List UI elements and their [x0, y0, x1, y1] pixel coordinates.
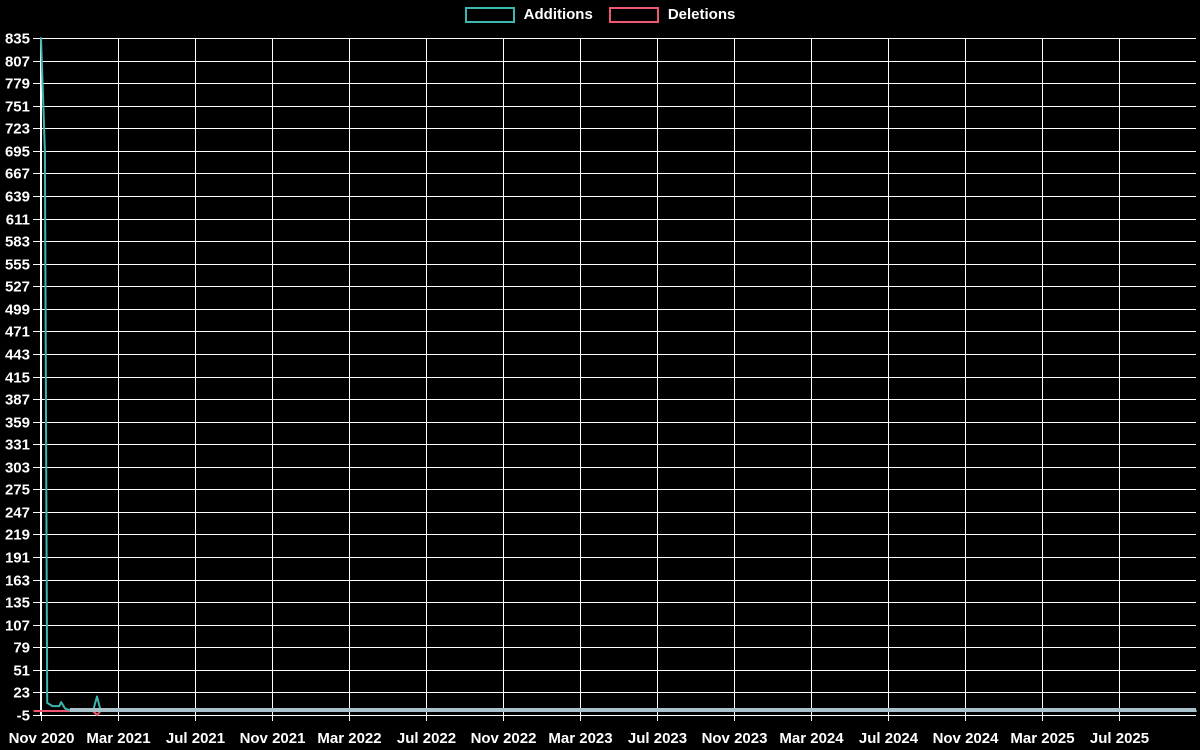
y-axis-label: 443	[5, 347, 30, 364]
y-axis-label: 611	[6, 212, 30, 229]
x-axis-label: Mar 2025	[1010, 730, 1074, 747]
x-axis-label: Jul 2022	[397, 730, 456, 747]
legend-label-deletions: Deletions	[667, 6, 736, 23]
x-axis-label: Mar 2022	[317, 730, 381, 747]
x-axis-label: Nov 2023	[702, 730, 768, 747]
y-axis-label: 303	[5, 460, 30, 477]
y-axis-label: 359	[5, 415, 30, 432]
x-axis-label: Mar 2023	[548, 730, 612, 747]
x-axis-label: Nov 2022	[471, 730, 537, 747]
x-axis-label: Nov 2020	[9, 730, 75, 747]
y-axis-label: 639	[5, 189, 30, 206]
y-axis-label: 387	[5, 392, 30, 409]
y-axis-label: 667	[5, 166, 30, 183]
y-axis-label: 79	[13, 640, 30, 657]
y-axis-label: 275	[5, 482, 30, 499]
x-axis-label: Jul 2023	[628, 730, 687, 747]
y-axis-label: 107	[5, 618, 30, 635]
x-axis-label: Nov 2024	[933, 730, 1000, 747]
legend-label-additions: Additions	[523, 6, 593, 23]
x-axis-label: Mar 2021	[86, 730, 150, 747]
x-axis-label: Nov 2021	[240, 730, 306, 747]
y-axis-label: 415	[5, 370, 30, 387]
x-axis-label: Mar 2024	[779, 730, 844, 747]
y-axis-label: 51	[13, 663, 30, 680]
legend-item-deletions[interactable]: Deletions	[608, 6, 736, 24]
x-axis-label: Jul 2021	[166, 730, 225, 747]
y-axis-label: -5	[17, 708, 30, 725]
y-axis-label: 723	[5, 121, 30, 138]
y-axis-label: 779	[5, 76, 30, 93]
y-axis-label: 247	[5, 505, 30, 522]
y-axis-label: 219	[5, 527, 30, 544]
y-axis-label: 191	[5, 550, 30, 567]
y-axis-label: 23	[13, 685, 30, 702]
legend-item-additions[interactable]: Additions	[464, 6, 593, 24]
y-axis-label: 835	[5, 31, 30, 48]
y-axis-label: 583	[5, 234, 30, 251]
y-axis-label: 807	[5, 54, 30, 71]
y-axis-label: 499	[5, 302, 30, 319]
x-axis-label: Jul 2025	[1090, 730, 1149, 747]
chart-legend: Additions Deletions	[0, 6, 1200, 24]
additions-line	[40, 37, 1197, 712]
y-axis-label: 163	[5, 573, 30, 590]
y-axis-label: 527	[5, 279, 30, 296]
deletions-swatch-icon	[608, 7, 659, 23]
y-axis-label: 695	[5, 144, 30, 161]
x-axis-label: Jul 2024	[859, 730, 919, 747]
additions-swatch-icon	[464, 7, 515, 23]
y-axis-label: 751	[5, 99, 30, 116]
y-axis-label: 331	[5, 437, 30, 454]
y-axis-label: 135	[5, 595, 30, 612]
y-axis-label: 555	[5, 257, 30, 274]
y-axis-label: 471	[5, 324, 30, 341]
